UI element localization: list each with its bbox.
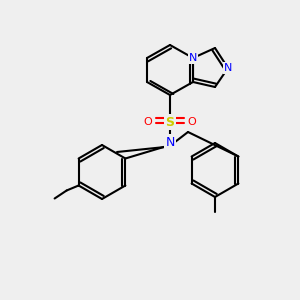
Text: N: N (189, 53, 197, 63)
Text: O: O (144, 117, 152, 127)
Text: N: N (224, 63, 232, 73)
Text: S: S (166, 116, 175, 128)
Text: O: O (188, 117, 196, 127)
Text: N: N (165, 136, 175, 148)
